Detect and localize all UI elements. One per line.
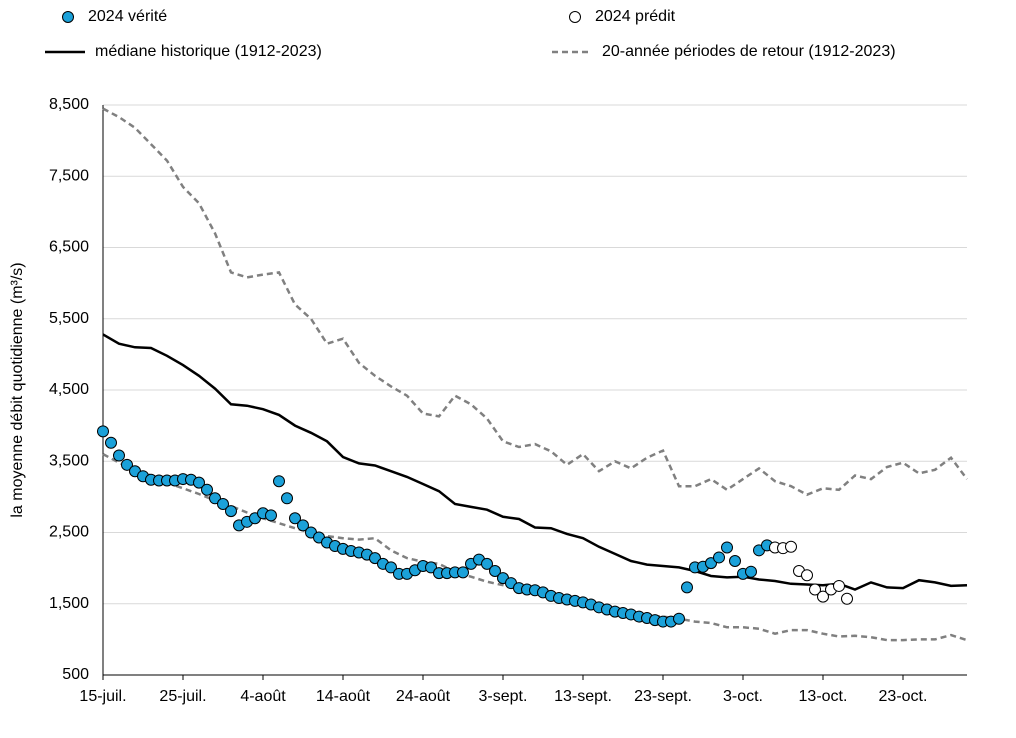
data-point: [265, 509, 277, 522]
legend-label: 2024 vérité: [88, 8, 167, 25]
data-point: [817, 590, 829, 603]
x-tick-label: 13-oct.: [799, 688, 848, 705]
data-point: [833, 579, 845, 592]
x-tick-label: 3-sept.: [479, 688, 528, 705]
legend-marker: [569, 11, 581, 23]
x-tick-label: 25-juil.: [159, 688, 206, 705]
data-point: [745, 565, 757, 578]
x-tick-label: 4-août: [240, 688, 286, 705]
data-point: [721, 541, 733, 554]
data-point: [201, 483, 213, 496]
data-point: [713, 551, 725, 564]
data-point: [209, 492, 221, 505]
x-tick-label: 23-oct.: [879, 688, 928, 705]
y-tick-label: 6,500: [49, 239, 89, 256]
x-tick-label: 14-août: [316, 688, 371, 705]
data-point: [489, 564, 501, 577]
legend-label: 20-année périodes de retour (1912-2023): [602, 43, 896, 60]
data-point: [97, 425, 109, 438]
y-tick-label: 500: [62, 666, 89, 683]
legend-label: médiane historique (1912-2023): [95, 43, 322, 60]
data-point: [425, 561, 437, 574]
data-point: [673, 612, 685, 625]
data-point: [385, 561, 397, 574]
return-upper-line: [102, 107, 969, 497]
data-point: [841, 592, 853, 605]
data-point: [193, 476, 205, 489]
data-point: [681, 581, 693, 594]
data-point: [801, 569, 813, 582]
data-point: [369, 552, 381, 565]
data-point: [729, 555, 741, 567]
y-axis-label: la moyenne débit quotidienne (m³/s): [9, 262, 26, 517]
y-tick-label: 3,500: [49, 452, 89, 469]
y-tick-label: 2,500: [49, 524, 89, 541]
y-tick-label: 1,500: [49, 595, 89, 612]
legend-marker: [62, 11, 74, 23]
data-point: [705, 557, 717, 570]
x-tick-label: 13-sept.: [554, 688, 612, 705]
y-tick-label: 8,500: [49, 96, 89, 113]
data-point: [457, 566, 469, 579]
data-point: [281, 492, 293, 505]
y-tick-label: 4,500: [49, 381, 89, 398]
data-point: [785, 540, 797, 553]
median-line: [102, 333, 968, 591]
data-point: [481, 557, 493, 570]
data-point: [105, 436, 117, 449]
x-tick-label: 15-juil.: [79, 688, 126, 705]
data-point: [113, 449, 125, 462]
y-tick-label: 7,500: [49, 167, 89, 184]
y-tick-label: 5,500: [49, 310, 89, 327]
data-point: [225, 505, 237, 518]
x-tick-label: 3-oct.: [723, 688, 763, 705]
data-point: [289, 512, 301, 525]
data-point: [297, 519, 309, 532]
x-tick-label: 24-août: [396, 688, 451, 705]
data-point: [217, 498, 229, 510]
return-lower-line: [102, 452, 968, 642]
data-point: [809, 583, 821, 596]
data-point: [121, 458, 133, 471]
x-tick-label: 23-sept.: [634, 688, 692, 705]
data-point: [273, 475, 285, 488]
legend-label: 2024 prédit: [595, 8, 676, 25]
